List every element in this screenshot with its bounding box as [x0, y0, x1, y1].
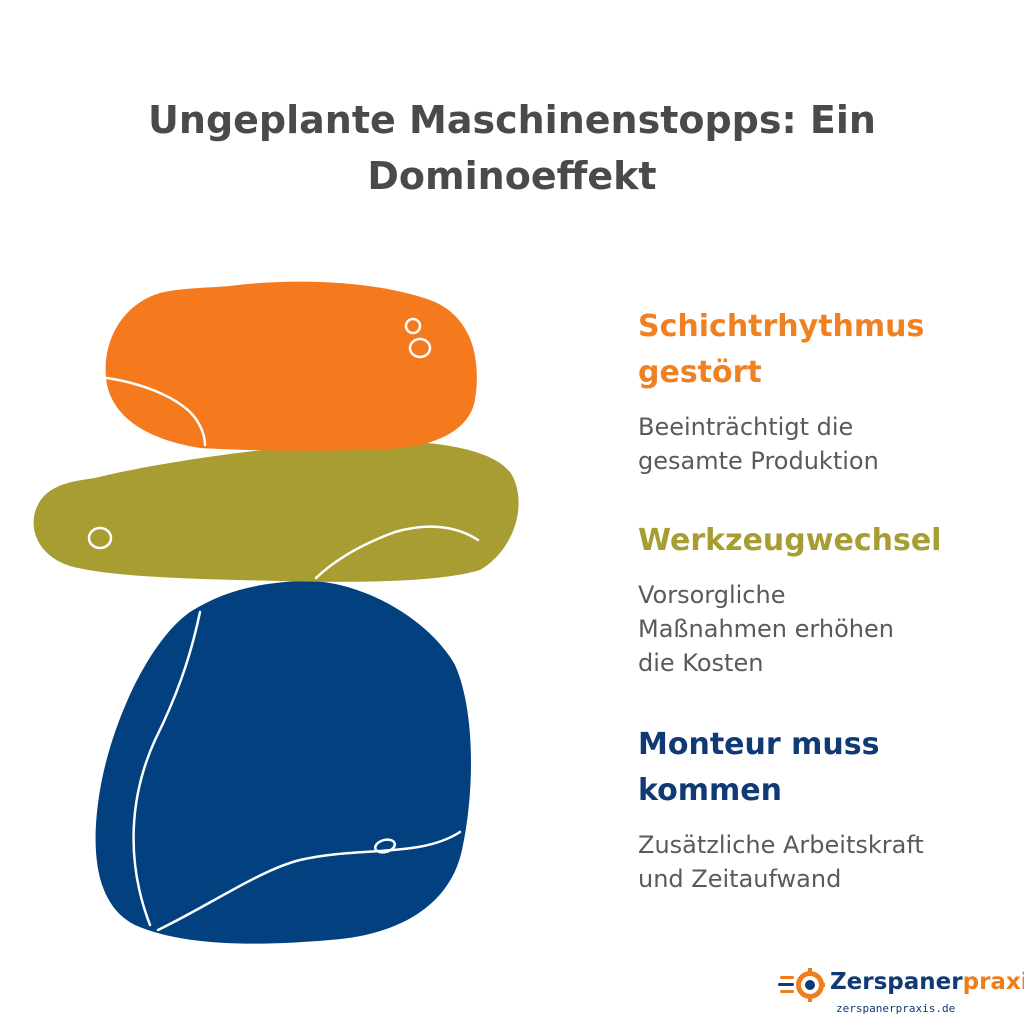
olive-stone: [33, 441, 519, 582]
desc-line-1: Beeinträchtigt die: [638, 413, 854, 441]
logo-name-part1: Zerspaner: [830, 969, 963, 995]
item-monteur: Monteur muss kommen Zusätzliche Arbeitsk…: [638, 722, 1008, 896]
gear-speed-icon: [778, 968, 825, 1002]
page-title: Ungeplante Maschinenstopps: Ein Dominoef…: [60, 92, 964, 204]
desc-line-1: Vorsorgliche: [638, 581, 786, 609]
item-description: Zusätzliche Arbeitskraft und Zeitaufwand: [638, 828, 1008, 896]
brand-logo[interactable]: Zerspanerpraxis zerspanerpraxis.de: [778, 964, 1024, 1020]
item-schichtrhythmus: Schichtrhythmus gestört Beeinträchtigt d…: [638, 304, 1008, 478]
navy-stone: [95, 580, 472, 944]
item-heading: Werkzeugwechsel: [638, 518, 1008, 564]
logo-url[interactable]: zerspanerpraxis.de: [836, 1002, 956, 1015]
item-werkzeugwechsel: Werkzeugwechsel Vorsorgliche Maßnahmen e…: [638, 518, 1008, 680]
heading-line-2: gestört: [638, 355, 762, 390]
heading-line-1: Monteur muss: [638, 727, 880, 762]
desc-line-3: die Kosten: [638, 649, 764, 677]
heading-line-1: Schichtrhythmus: [638, 309, 925, 344]
title-line-2: Dominoeffekt: [367, 154, 657, 198]
heading-line-2: kommen: [638, 773, 782, 808]
item-heading: Monteur muss kommen: [638, 722, 1008, 814]
logo-name-part2: praxis: [962, 969, 1024, 995]
desc-line-2: Maßnahmen erhöhen: [638, 615, 894, 643]
logo-name: Zerspanerpraxis: [830, 964, 1024, 1000]
orange-stone: [105, 281, 477, 451]
item-description: Vorsorgliche Maßnahmen erhöhen die Koste…: [638, 578, 1008, 680]
heading-line-1: Werkzeugwechsel: [638, 523, 942, 558]
item-heading: Schichtrhythmus gestört: [638, 304, 1008, 396]
desc-line-1: Zusätzliche Arbeitskraft: [638, 831, 924, 859]
item-description: Beeinträchtigt die gesamte Produktion: [638, 410, 1008, 478]
desc-line-2: und Zeitaufwand: [638, 865, 842, 893]
title-line-1: Ungeplante Maschinenstopps: Ein: [148, 98, 876, 142]
desc-line-2: gesamte Produktion: [638, 447, 879, 475]
